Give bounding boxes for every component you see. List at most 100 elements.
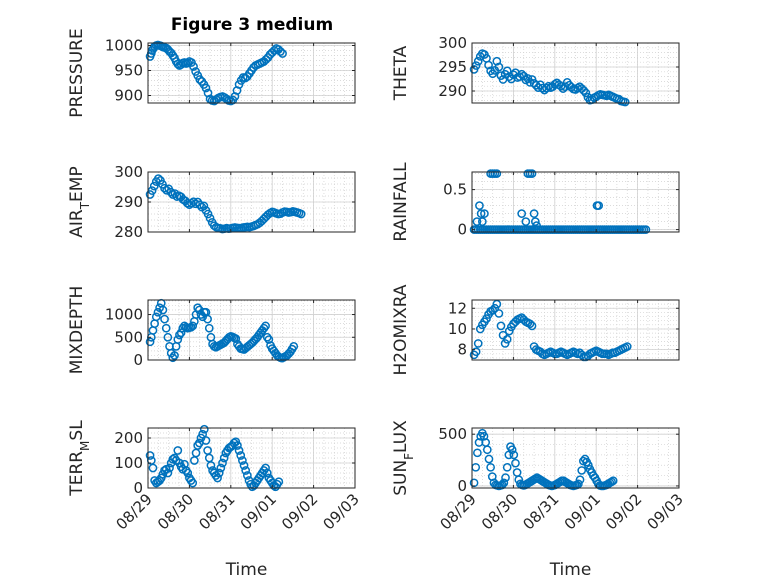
data-point: [218, 458, 227, 468]
x-tick-label: 09/03: [320, 490, 363, 533]
data-point: [475, 201, 484, 210]
data-point: [205, 213, 215, 223]
data-point: [162, 185, 171, 195]
data-point: [473, 339, 483, 348]
data-point: [492, 169, 502, 178]
x-tick-label: 09/01: [237, 490, 280, 533]
data-point: [492, 299, 502, 309]
data-point: [494, 62, 504, 72]
data-point: [243, 471, 252, 480]
data-point: [471, 347, 481, 357]
data-point: [165, 463, 174, 473]
data-point: [641, 225, 651, 234]
data-point: [262, 332, 272, 342]
subplot-4: 0 0.5 RAINFALL: [391, 162, 680, 242]
data-point: [478, 217, 487, 226]
data-point: [278, 49, 287, 58]
x-tick-label: 08/30: [478, 490, 521, 533]
axes-box: [471, 42, 680, 104]
y-axis-label: MIXDEPTH: [67, 286, 87, 375]
data-point: [476, 209, 486, 218]
subplot-6: 8 10 12 H2OMIXRA: [391, 284, 680, 376]
y-tick-label: 290: [114, 193, 143, 211]
data-point: [517, 69, 527, 79]
y-tick-label: 290: [438, 82, 467, 100]
data-point: [160, 183, 169, 193]
axes-box: [471, 171, 680, 233]
data-point: [579, 86, 589, 95]
y-tick-label: 12: [448, 299, 467, 317]
y-axis-label: RAINFALL: [391, 162, 411, 242]
data-point: [214, 468, 224, 478]
data-point: [471, 61, 481, 70]
data-point: [622, 342, 632, 351]
y-tick-label: 1000: [105, 306, 143, 324]
data-point: [492, 56, 502, 66]
data-point: [261, 463, 270, 473]
data-point: [234, 446, 244, 455]
data-point: [583, 460, 593, 470]
data-point: [236, 451, 246, 460]
data-point: [509, 450, 519, 460]
y-tick-label: 0: [457, 221, 467, 239]
data-point: [494, 309, 504, 318]
data-point: [241, 466, 251, 475]
data-point: [296, 209, 306, 219]
data-point: [213, 473, 222, 483]
data-point: [473, 448, 482, 458]
data-point: [231, 334, 241, 343]
data-point: [620, 97, 630, 107]
data-point: [269, 46, 279, 55]
y-tick-label: 280: [114, 223, 143, 241]
y-tick-label: 300: [114, 163, 143, 181]
data-point: [195, 75, 205, 84]
data-point: [151, 312, 161, 322]
axes-box: [147, 42, 356, 104]
data-point: [472, 217, 482, 226]
x-axis-label: Time: [549, 560, 592, 580]
y-tick-label: 0: [133, 351, 143, 369]
y-tick-label: 950: [114, 62, 143, 80]
data-point: [527, 169, 537, 178]
data-point: [149, 181, 159, 191]
data-point: [188, 321, 198, 331]
y-tick-label: 0.5: [443, 181, 467, 199]
data-point: [189, 62, 198, 71]
data-point: [203, 314, 212, 324]
data-point: [608, 476, 618, 486]
data-point: [525, 319, 535, 329]
data-point: [274, 477, 284, 487]
data-point: [496, 321, 506, 331]
data-point: [175, 330, 184, 340]
data-point: [261, 55, 271, 64]
x-tick-label: 08/29: [437, 490, 480, 533]
y-tick-label: 300: [438, 34, 467, 52]
data-point: [502, 462, 512, 472]
x-tick-label: 08/31: [519, 490, 562, 533]
data-point: [233, 441, 242, 450]
figure-title: Figure 3 medium: [171, 15, 333, 35]
data-point: [480, 209, 489, 218]
data-point: [199, 424, 209, 434]
data-point: [195, 200, 205, 210]
data-point: [577, 466, 587, 475]
data-point: [504, 326, 514, 336]
data-point: [486, 462, 495, 472]
data-point: [264, 335, 274, 344]
data-point: [206, 461, 216, 470]
subplot-2: 290 295 300 THETA: [391, 34, 680, 107]
y-tick-label: 500: [114, 328, 143, 346]
y-tick-label: 8: [457, 341, 467, 359]
data-point: [239, 461, 249, 470]
data-point: [560, 82, 570, 92]
data-point: [500, 339, 510, 348]
data-point: [216, 463, 226, 473]
subplot-3: 280 290 300 AIRTEMP: [67, 163, 356, 241]
data-point: [530, 217, 540, 226]
y-axis-label: H2OMIXRA: [391, 284, 411, 375]
y-axis-label: THETA: [391, 45, 411, 101]
subplot-5: 0 500 1000 MIXDEPTH: [67, 286, 356, 375]
data-point: [501, 473, 510, 483]
